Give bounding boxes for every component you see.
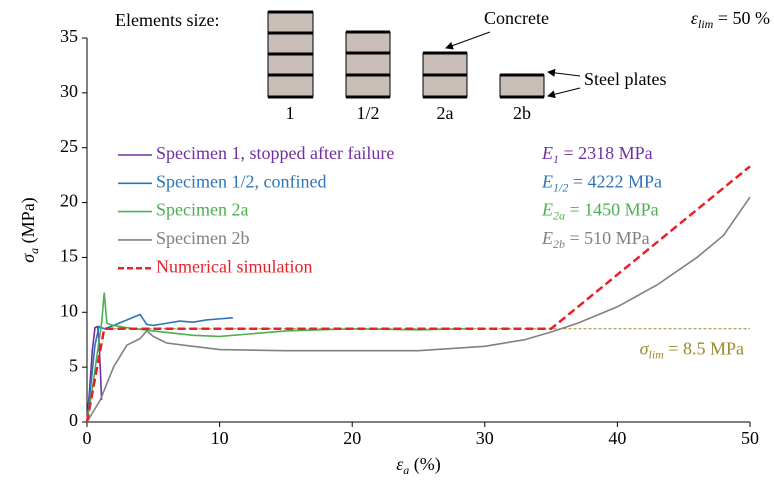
subscript: 2b: [553, 237, 565, 251]
annotation: E1/2 = 4222 MPa: [541, 171, 662, 194]
annotation: σa (MPa): [18, 197, 41, 262]
concrete-label: Concrete: [484, 8, 549, 28]
annotation: E1 = 2318 MPa: [541, 143, 653, 166]
text: = 8.5 MPa: [664, 339, 744, 359]
y-tick-label: 0: [69, 410, 78, 430]
subscript: a: [403, 463, 409, 477]
text: = 1450 MPa: [565, 200, 659, 220]
y-tick-label: 5: [69, 355, 78, 375]
text: = 50 %: [713, 8, 770, 28]
series-line: [85, 165, 751, 423]
text: = 2318 MPa: [559, 143, 653, 163]
inset: Elements size: 1 1/2 2a 2b Concrete Stee…: [115, 8, 666, 123]
y-tick-label: 15: [60, 246, 78, 266]
legend-label: Specimen 2b: [156, 228, 249, 248]
x-tick-label: 0: [83, 428, 92, 448]
inset-label: 2a: [437, 103, 454, 123]
subscript: 2a: [553, 208, 565, 222]
series-line: [86, 292, 465, 423]
text: = 510 MPa: [565, 228, 650, 248]
y-tick-label: 35: [60, 26, 78, 46]
annotation: E2a = 1450 MPa: [541, 200, 659, 223]
y-tick-label: 25: [60, 136, 78, 156]
inset-label: 2b: [513, 103, 531, 123]
symbol: E: [541, 171, 553, 191]
inset-label: 1: [286, 103, 295, 123]
y-tick-label: 20: [60, 191, 78, 211]
x-tick-label: 20: [343, 428, 361, 448]
symbol: ε: [691, 8, 699, 28]
symbol: ε: [396, 454, 404, 474]
legend-label: Specimen 1, stopped after failure: [156, 143, 394, 163]
text: (%): [409, 454, 440, 475]
text: = 4222 MPa: [568, 171, 662, 191]
x-tick-label: 40: [608, 428, 626, 448]
x-tick-label: 30: [476, 428, 494, 448]
x-tick-label: 50: [741, 428, 759, 448]
symbol: E: [541, 200, 553, 220]
x-tick-label: 10: [211, 428, 229, 448]
legend-label: Specimen 2a: [156, 200, 248, 220]
text: (MPa): [18, 197, 39, 248]
inset-title: Elements size:: [115, 10, 219, 30]
subscript: lim: [698, 17, 714, 31]
annotation: E2b = 510 MPa: [541, 228, 650, 251]
annotation: σlim = 8.5 MPa: [640, 339, 744, 362]
subscript: 1/2: [553, 180, 568, 194]
symbol: σ: [18, 253, 38, 263]
series-line: [86, 196, 751, 423]
symbol: σ: [640, 339, 650, 359]
annotation: εa (%): [396, 454, 441, 477]
annotation: εlim = 50 %: [691, 8, 770, 31]
subscript: 1: [553, 152, 559, 166]
legend-label: Numerical simulation: [156, 256, 312, 276]
symbol: E: [541, 143, 553, 163]
y-tick-label: 30: [60, 81, 78, 101]
symbol: E: [541, 228, 553, 248]
y-tick-label: 10: [60, 300, 78, 320]
legend-label: Specimen 1/2, confined: [156, 171, 326, 191]
series-line: [86, 313, 233, 423]
steel-label: Steel plates: [584, 69, 666, 89]
subscript: a: [27, 248, 41, 254]
subscript: lim: [649, 347, 665, 361]
series-line: [86, 325, 103, 423]
inset-label: 1/2: [356, 103, 379, 123]
